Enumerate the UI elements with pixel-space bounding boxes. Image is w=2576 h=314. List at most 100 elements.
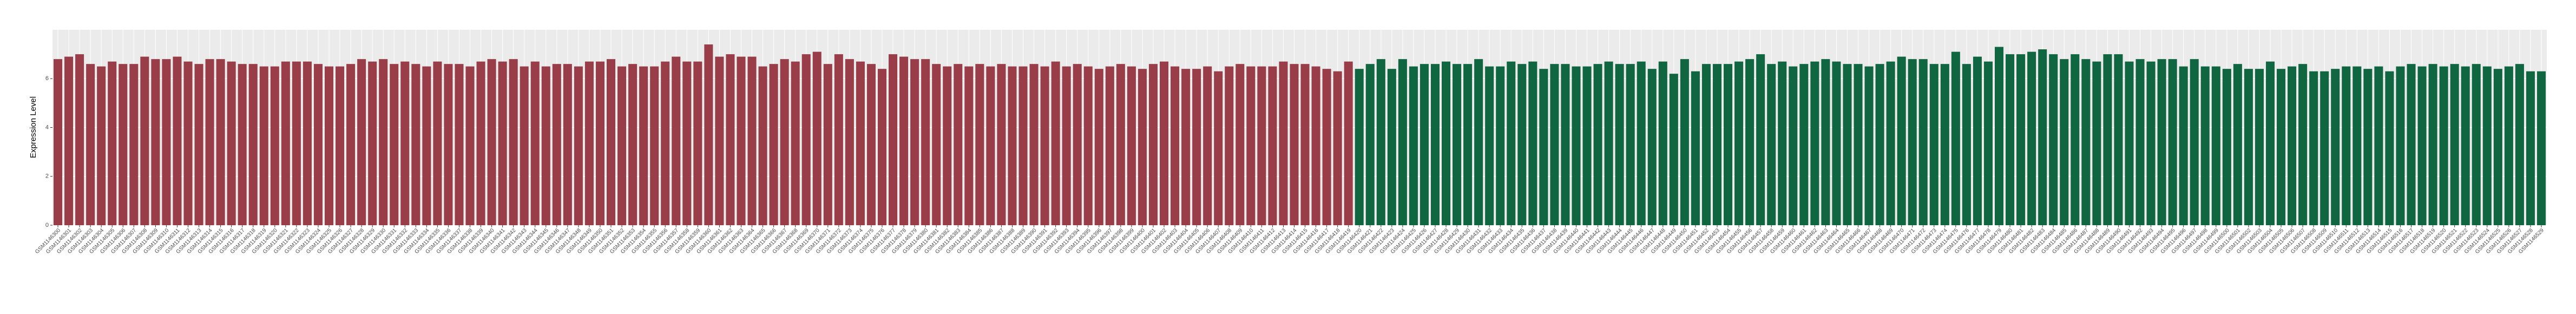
bar [1409, 66, 1418, 225]
bar [1268, 66, 1277, 225]
bar [584, 61, 594, 225]
bar [704, 44, 713, 225]
bar [1474, 59, 1483, 226]
bar [2060, 59, 2069, 226]
bar [1507, 61, 1516, 225]
bar [1615, 64, 1624, 226]
bar [1430, 64, 1440, 226]
bar [400, 61, 410, 225]
bar [75, 54, 84, 225]
bar [856, 61, 865, 225]
bar [487, 59, 496, 226]
bar [1973, 56, 1982, 225]
bar [140, 56, 149, 225]
bar [910, 59, 919, 226]
bar [954, 64, 963, 226]
bar [64, 56, 74, 225]
bar [433, 61, 442, 225]
bar [682, 61, 692, 225]
bar [1236, 64, 1245, 226]
bar [563, 64, 572, 226]
bar [997, 64, 1006, 226]
bar [151, 59, 160, 226]
y-tick-label: 0 [45, 222, 49, 228]
bar [455, 64, 464, 226]
bar [964, 66, 974, 225]
bar [1420, 64, 1429, 226]
bar [1148, 64, 1158, 226]
bar [2265, 61, 2275, 225]
bar [823, 64, 832, 226]
bar [2168, 59, 2177, 226]
bar [650, 66, 659, 225]
bar [2439, 66, 2448, 225]
bar [173, 56, 182, 225]
bar [1279, 61, 1288, 225]
bar [1550, 64, 1559, 226]
bar [1745, 59, 1754, 226]
bar [444, 64, 453, 226]
bar [2374, 66, 2383, 225]
bar [1040, 66, 1049, 225]
bar [1680, 59, 1689, 226]
bar [737, 56, 746, 225]
bar [476, 61, 485, 225]
bar [1561, 64, 1570, 226]
bar [1767, 64, 1776, 226]
bar [2179, 66, 2188, 225]
bar [2309, 71, 2318, 225]
bar [2385, 71, 2394, 225]
bar [2190, 59, 2199, 226]
bar [574, 66, 583, 225]
bar [2482, 66, 2492, 225]
bar [1756, 54, 1765, 225]
bar [1626, 64, 1635, 226]
bar [270, 66, 279, 225]
bar [758, 66, 767, 225]
bar [899, 56, 909, 225]
bar [1658, 61, 1667, 225]
bar [1983, 61, 1993, 225]
bar [1778, 61, 1787, 225]
bar [2472, 64, 2481, 226]
bar [595, 61, 604, 225]
bar [227, 61, 236, 225]
bar [943, 66, 952, 225]
bar [1322, 69, 1331, 225]
bar [2092, 61, 2101, 225]
bar [1886, 61, 1895, 225]
bar [2352, 66, 2362, 225]
bar [238, 64, 247, 226]
bar [921, 59, 930, 226]
bar [1365, 64, 1375, 226]
bar [1138, 69, 1147, 225]
bar [1843, 64, 1852, 226]
bar [162, 59, 171, 226]
bar [1832, 61, 1841, 225]
bar [292, 61, 301, 225]
bar [1300, 64, 1310, 226]
bar [520, 66, 529, 225]
bar [1094, 69, 1103, 225]
bar [2157, 59, 2166, 226]
bar [509, 59, 518, 226]
bar [259, 66, 268, 225]
bar [97, 66, 106, 225]
bar [205, 59, 214, 226]
bar [216, 59, 225, 226]
bar [1333, 71, 1342, 225]
bar [1225, 66, 1234, 225]
bar [617, 66, 627, 225]
bar [1051, 61, 1060, 225]
bar [1734, 61, 1744, 225]
bar [2200, 66, 2210, 225]
bar [2006, 54, 2015, 225]
bar [1496, 66, 1505, 225]
bar [1918, 59, 1928, 226]
bar [1344, 61, 1353, 225]
bar [1246, 66, 1256, 225]
bar [801, 54, 811, 225]
bar [1951, 51, 1960, 226]
bar [1647, 69, 1657, 225]
bar [1995, 47, 2004, 226]
